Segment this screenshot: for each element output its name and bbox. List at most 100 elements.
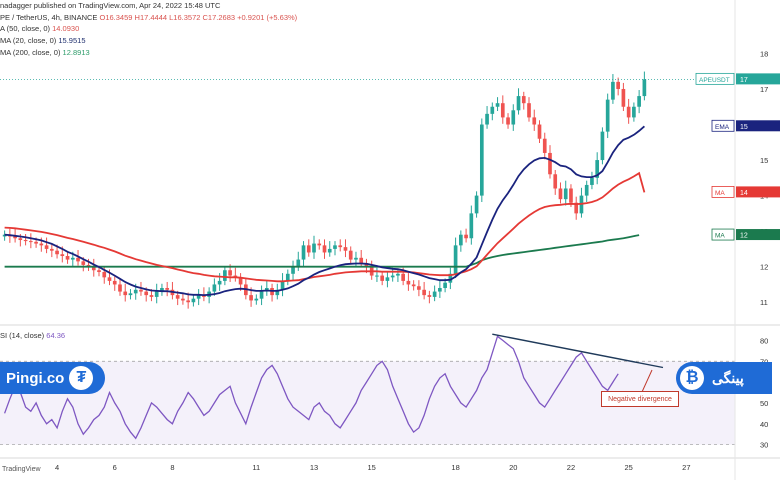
tag-name-box: [711, 186, 735, 198]
candle-body: [280, 280, 285, 290]
candle-body: [411, 284, 416, 287]
candle-body: [527, 103, 531, 118]
tag-name-box: [711, 228, 735, 241]
candle-body: [154, 291, 159, 297]
rsi-tick-label: 80: [760, 336, 768, 345]
candle-body: [228, 270, 232, 276]
time-tick-label: 11: [252, 463, 260, 472]
candle-body: [296, 259, 301, 267]
candle-body: [595, 160, 600, 178]
ema200-label: MA (200, close, 0): [0, 48, 61, 57]
candle-body: [181, 298, 185, 301]
candle-body: [291, 266, 295, 274]
candle-body: [18, 238, 23, 241]
candle-body: [616, 81, 620, 89]
candle-body: [97, 270, 101, 273]
divergence-pointer: [641, 369, 653, 393]
candle-body: [590, 177, 594, 185]
candle-body: [548, 152, 552, 175]
candle-body: [149, 295, 154, 297]
candle-body: [453, 245, 458, 274]
candle-body: [359, 257, 364, 264]
candle-body: [29, 241, 33, 243]
candle-body: [212, 284, 217, 292]
time-tick-label: 18: [451, 463, 459, 472]
candle-body: [202, 295, 206, 297]
ema200-legend: MA (200, close, 0) 12.8913: [0, 48, 90, 57]
rsi-tick-label: 50: [760, 399, 768, 408]
candle-body: [516, 96, 521, 111]
candle-body: [605, 99, 610, 132]
time-tick-label: 4: [55, 463, 59, 472]
candle-body: [553, 174, 558, 189]
negative-divergence-label: Negative divergence: [601, 391, 679, 407]
candle-body: [102, 272, 107, 278]
candle-body: [521, 96, 526, 104]
candle-body: [65, 256, 70, 260]
candle-body: [343, 247, 348, 251]
tag-name: MA: [715, 190, 725, 197]
candle-body: [469, 213, 474, 239]
price-tag-value: 12: [740, 233, 748, 240]
candle-body: [317, 243, 322, 246]
candle-body: [532, 117, 537, 125]
time-tick-label: 22: [567, 463, 575, 472]
candle-body: [144, 291, 149, 296]
rsi-value: 64.36: [46, 331, 66, 340]
candle-body: [432, 291, 437, 297]
brand-text-right: پینگی: [712, 369, 744, 386]
candle-body: [70, 257, 75, 260]
candle-body: [448, 273, 453, 283]
publisher-line: nadagger published on TradingView.com, A…: [0, 1, 221, 10]
price-tag-value: 15: [740, 124, 748, 131]
candle-body: [123, 291, 128, 296]
candle-body: [396, 273, 400, 276]
candle-body: [254, 298, 259, 301]
tether-icon: ₮: [69, 366, 94, 390]
price-tick-label: 18: [760, 49, 768, 58]
candle-body: [91, 266, 96, 271]
candle-body: [422, 289, 426, 296]
candle-body: [60, 254, 65, 257]
candle-body: [621, 88, 626, 107]
candle-body: [385, 277, 390, 281]
brand-text-left: Pingi.co: [6, 369, 65, 387]
candle-body: [537, 124, 542, 139]
candle-body: [626, 106, 631, 118]
candle-body: [118, 284, 122, 292]
ema50-value: 14.0930: [52, 24, 80, 33]
rsi-line: [3, 335, 619, 440]
candle-body: [55, 250, 59, 255]
rsi-tick-label: 70: [760, 357, 768, 366]
candle-body: [333, 245, 337, 249]
candle-body: [632, 106, 636, 118]
time-tick-label: 15: [368, 463, 376, 472]
candle-body: [133, 289, 138, 294]
rsi-label: SI (14, close): [0, 331, 45, 340]
candle-body: [44, 245, 49, 249]
price-pane: [0, 71, 735, 309]
candle-body: [584, 184, 589, 196]
candle-body: [569, 188, 573, 203]
divergence-trendline: [492, 333, 664, 369]
candle-body: [563, 188, 568, 200]
symbol-line: PE / TetherUS, 4h, BINANCE O16.3459 H17.…: [0, 13, 297, 22]
candle-body: [348, 250, 353, 260]
price-tick-label: 11: [760, 298, 768, 307]
price-tick-label: 12: [760, 263, 768, 272]
candle-body: [558, 188, 563, 200]
candle-body: [506, 117, 510, 125]
tag-name: APEUSDT: [699, 77, 730, 84]
candle-body: [13, 236, 17, 239]
time-tick-label: 25: [624, 463, 632, 472]
candle-body: [438, 288, 442, 292]
candle-body: [49, 248, 54, 251]
candle-body: [112, 280, 117, 285]
price-tag-value: 17: [740, 77, 748, 84]
candle-body: [338, 245, 343, 248]
candle-body: [191, 298, 196, 303]
pingi-logo-right: ₿ پینگی: [676, 362, 772, 394]
candle-body: [186, 300, 190, 303]
ema50-legend: A (50, close, 0) 14.0930: [0, 24, 79, 33]
